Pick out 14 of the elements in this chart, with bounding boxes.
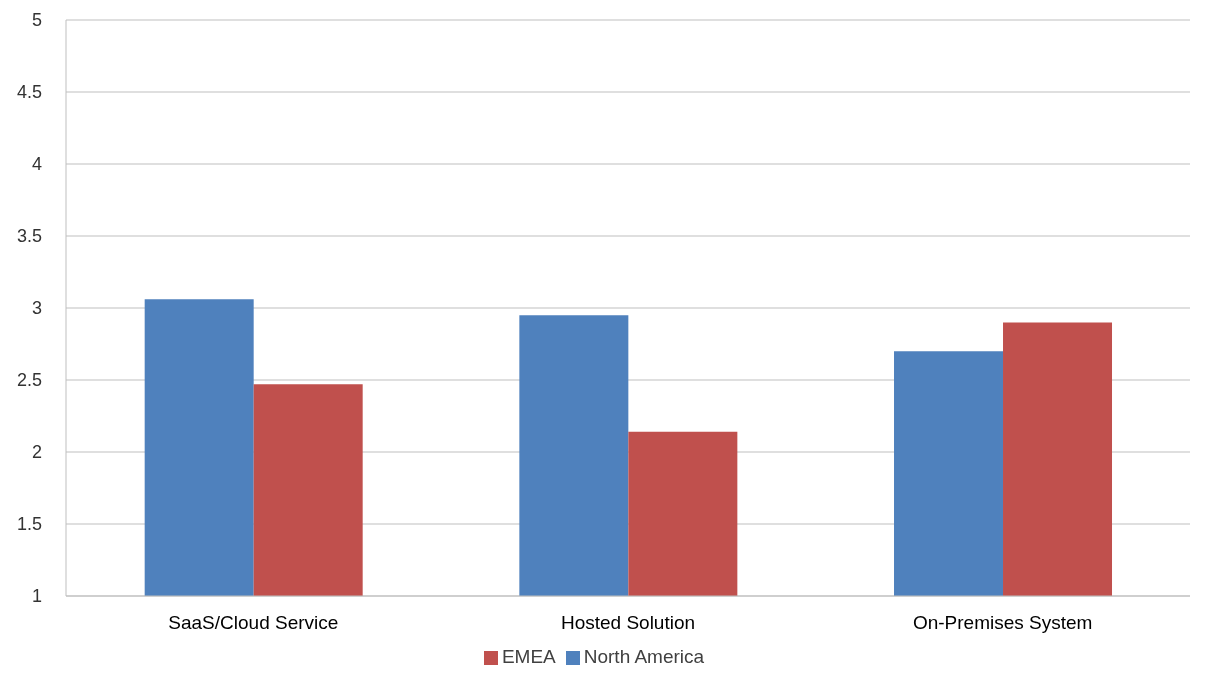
y-tick-label: 1.5 [16, 514, 42, 535]
y-tick-label: 1 [31, 586, 42, 607]
y-tick-label: 4 [31, 154, 42, 175]
legend-label: EMEA [501, 646, 556, 667]
legend-label: North America [583, 646, 705, 667]
x-tick-label: Hosted Solution [560, 612, 696, 634]
y-tick-label: 3 [31, 298, 42, 319]
x-tick-label: On-Premises System [912, 612, 1093, 634]
y-tick-label: 5 [31, 10, 42, 31]
y-tick-label: 2.5 [16, 370, 42, 391]
x-tick-label: SaaS/Cloud Service [168, 612, 339, 634]
y-tick-label: 3.5 [16, 226, 42, 247]
y-tick-label: 2 [31, 442, 42, 463]
y-tick-label: 4.5 [16, 82, 42, 103]
